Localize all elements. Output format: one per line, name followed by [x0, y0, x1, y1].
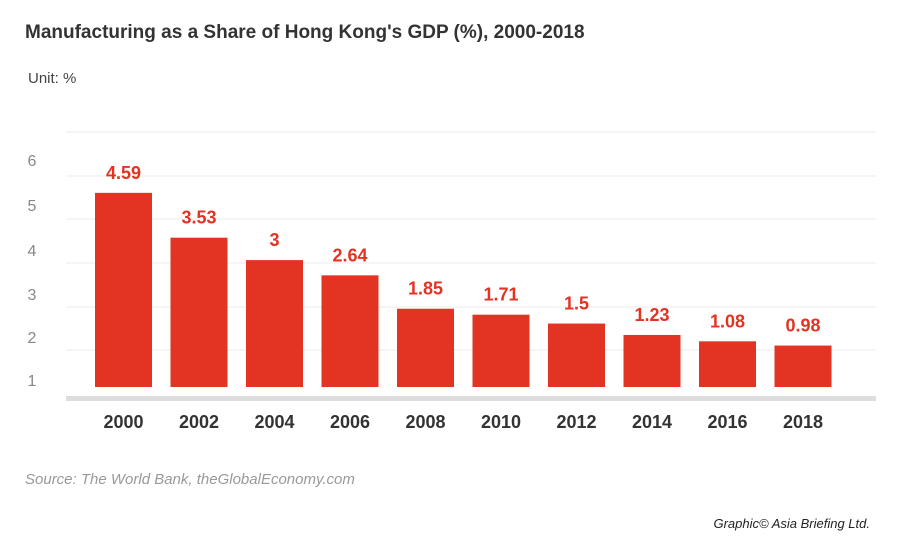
bar [548, 323, 605, 387]
data-label: 3 [269, 230, 279, 250]
bar [472, 314, 530, 387]
bar [699, 341, 756, 387]
x-tick-label: 2014 [632, 412, 672, 432]
unit-label: Unit: % [28, 70, 77, 87]
x-tick-label: 2000 [103, 412, 143, 432]
chart-title: Manufacturing as a Share of Hong Kong's … [25, 22, 585, 43]
data-label: 2.64 [332, 245, 367, 265]
x-tick-label: 2008 [405, 412, 445, 432]
bar [95, 192, 152, 387]
bar [246, 260, 303, 387]
x-tick-label: 2010 [481, 412, 521, 432]
data-label: 0.98 [785, 316, 820, 336]
data-label: 1.08 [710, 311, 745, 331]
data-label: 1.23 [634, 305, 669, 325]
y-tick-label: 5 [28, 198, 37, 215]
data-label: 4.59 [106, 163, 141, 183]
y-tick-label: 1 [28, 373, 37, 390]
data-label: 1.5 [564, 294, 589, 314]
bar [170, 237, 228, 387]
x-tick-label: 2012 [556, 412, 596, 432]
bar [397, 308, 454, 387]
y-tick-label: 3 [28, 287, 37, 304]
x-tick-label: 2004 [254, 412, 294, 432]
data-label: 1.85 [408, 279, 443, 299]
x-axis-line [66, 396, 876, 401]
x-tick-label: 2006 [330, 412, 370, 432]
bar [623, 334, 681, 387]
bar [321, 275, 379, 387]
x-tick-label: 2016 [707, 412, 747, 432]
source-note: Source: The World Bank, theGlobalEconomy… [25, 471, 355, 488]
x-tick-label: 2018 [783, 412, 823, 432]
x-tick-label: 2002 [179, 412, 219, 432]
data-label: 1.71 [483, 285, 518, 305]
bar [774, 345, 832, 387]
y-tick-label: 6 [28, 153, 37, 170]
data-label: 3.53 [181, 208, 216, 228]
y-tick-label: 4 [28, 243, 37, 260]
y-tick-label: 2 [28, 330, 37, 347]
credit-note: Graphic© Asia Briefing Ltd. [713, 516, 870, 531]
